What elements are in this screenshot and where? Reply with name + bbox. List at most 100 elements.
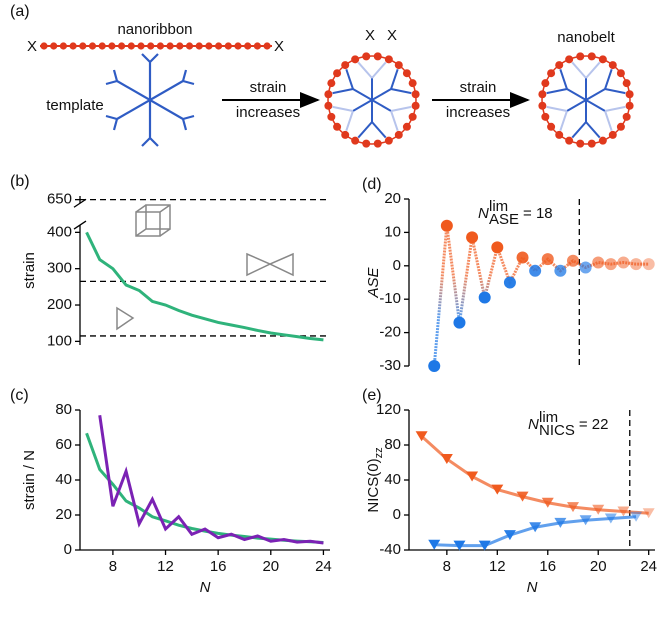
- atom: [402, 122, 411, 131]
- x-tick-label: 20: [590, 558, 607, 575]
- atom: [608, 130, 617, 139]
- atom: [565, 136, 574, 145]
- atom: [166, 42, 174, 50]
- arrow-label: increases: [236, 104, 300, 121]
- series-line: [432, 225, 649, 367]
- atom: [59, 42, 67, 50]
- point: [415, 431, 428, 442]
- atom: [50, 42, 58, 50]
- ring: [324, 52, 420, 148]
- point: [630, 511, 643, 522]
- atom: [411, 90, 420, 99]
- atom: [185, 42, 194, 50]
- atom: [408, 112, 417, 121]
- atom: [625, 90, 634, 99]
- annotation: = 18: [523, 205, 553, 222]
- branch: [604, 105, 626, 112]
- branch: [566, 88, 587, 101]
- y-tick-label: 200: [47, 296, 72, 313]
- y-tick-label: 80: [384, 436, 401, 453]
- atom: [555, 61, 564, 70]
- point: [541, 253, 554, 266]
- atom: [137, 42, 145, 50]
- y-axis-label-sub: zz: [373, 447, 385, 458]
- branch: [604, 110, 613, 131]
- atom: [547, 122, 556, 131]
- atom: [384, 136, 393, 145]
- atom: [616, 69, 625, 78]
- annotation: ASE: [489, 211, 519, 228]
- branch: [345, 69, 354, 90]
- panel-label: (a): [10, 3, 30, 20]
- atom: [622, 79, 631, 88]
- y-tick-label: 80: [55, 401, 72, 418]
- point: [440, 219, 453, 232]
- atom: [394, 61, 403, 70]
- atom: [195, 42, 203, 50]
- ring-line: [541, 55, 631, 145]
- y-tick-label: -10: [379, 290, 401, 307]
- series-line: [85, 231, 324, 342]
- arrow-label: increases: [446, 104, 510, 121]
- branch: [571, 121, 587, 139]
- atom: [333, 69, 342, 78]
- branch: [571, 61, 587, 79]
- branch: [585, 88, 606, 101]
- point: [642, 258, 655, 271]
- atom: [587, 139, 596, 148]
- atom: [555, 130, 564, 139]
- branch: [585, 99, 606, 112]
- y-tick-label: 0: [393, 506, 401, 523]
- branch: [345, 110, 354, 131]
- atom: [40, 42, 48, 50]
- atom: [118, 42, 126, 50]
- branch: [357, 121, 373, 139]
- annotation: N: [478, 205, 489, 222]
- atom: [384, 55, 393, 64]
- y-tick-label: 0: [64, 541, 72, 558]
- atom: [565, 55, 574, 64]
- atom: [263, 42, 271, 50]
- atom: [538, 101, 547, 110]
- point: [478, 540, 491, 551]
- branch: [390, 105, 412, 112]
- point: [453, 316, 466, 329]
- x-tick-label: 12: [489, 558, 506, 575]
- annotation: NICS: [539, 422, 575, 439]
- x-tick-label: 24: [315, 558, 332, 575]
- branch: [546, 105, 568, 112]
- diagram-label: nanoribbon: [117, 21, 192, 38]
- atom: [362, 52, 371, 61]
- atom: [253, 42, 261, 50]
- diagram-label: X: [27, 38, 37, 55]
- y-tick-label: 300: [47, 260, 72, 277]
- atom: [362, 139, 371, 148]
- panel-label: (c): [10, 387, 29, 404]
- atom: [324, 101, 333, 110]
- y-tick-label: 40: [384, 471, 401, 488]
- branch: [371, 121, 387, 139]
- axis-break: [73, 220, 87, 230]
- y-axis-label-main: NICS(0): [365, 458, 382, 512]
- point: [466, 471, 479, 482]
- atom: [205, 42, 213, 50]
- atom: [402, 69, 411, 78]
- point: [630, 258, 643, 271]
- branch: [332, 105, 354, 112]
- y-tick-label: 650: [47, 191, 72, 208]
- branch: [371, 88, 392, 101]
- x-tick-label: 8: [109, 558, 117, 575]
- y-axis-label: strain / N: [21, 450, 38, 510]
- atom: [351, 136, 360, 145]
- branch: [604, 88, 626, 95]
- branch: [559, 110, 568, 131]
- diagram-label: X: [365, 27, 375, 44]
- panel-label: (b): [10, 173, 30, 190]
- y-axis-label: strain: [21, 252, 38, 289]
- diagram-label: template: [46, 97, 104, 114]
- icons: [116, 204, 294, 331]
- y-tick-label: -20: [379, 324, 401, 341]
- branch: [371, 61, 387, 79]
- atom: [215, 42, 223, 50]
- atom: [341, 130, 350, 139]
